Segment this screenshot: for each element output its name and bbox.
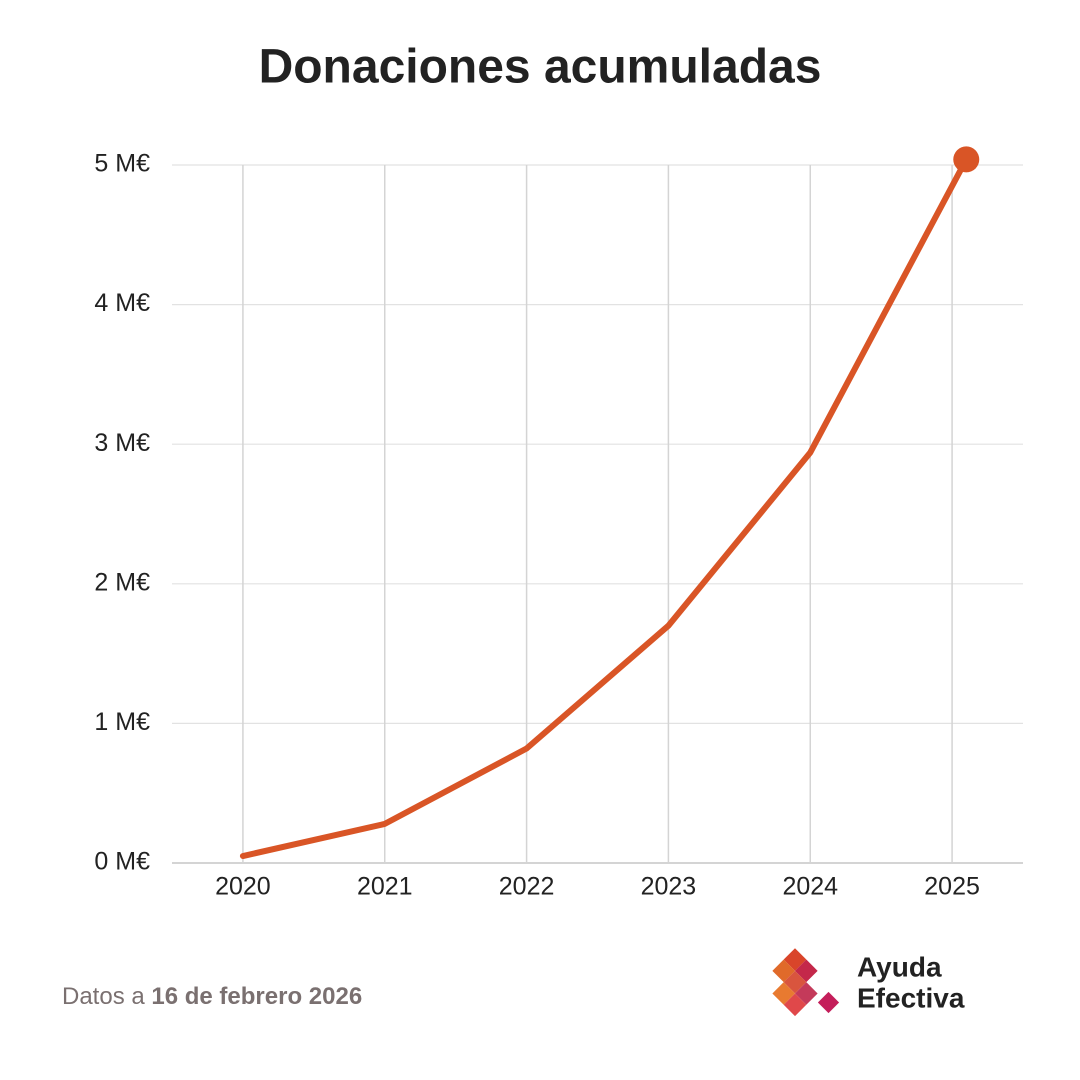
x-tick-label: 2023 (641, 873, 697, 901)
x-tick-label: 2022 (499, 873, 555, 901)
y-tick-label: 5 M€ (94, 150, 150, 178)
brand-logo: Ayuda Efectiva (772, 948, 965, 1017)
source-prefix: Datos a (62, 983, 145, 1010)
source-date: 16 de febrero 2026 (151, 983, 362, 1010)
brand-line: Efectiva (857, 982, 965, 1013)
x-tick-label: 2021 (357, 873, 413, 901)
y-tick-label: 0 M€ (94, 848, 150, 876)
y-tick-label: 3 M€ (94, 429, 150, 457)
source-note: Datos a 16 de febrero 2026 (62, 983, 362, 1010)
brand-line: Ayuda (857, 951, 942, 982)
x-tick-label: 2024 (782, 873, 838, 901)
y-tick-label: 4 M€ (94, 289, 150, 317)
chart-title: Donaciones acumuladas (259, 41, 822, 94)
y-tick-label: 1 M€ (94, 708, 150, 736)
grid (172, 164, 1023, 864)
y-tick-label: 2 M€ (94, 568, 150, 596)
x-tick-label: 2020 (215, 873, 271, 901)
end-point (953, 146, 980, 173)
x-tick-label: 2025 (924, 873, 980, 901)
data-line (239, 156, 970, 860)
